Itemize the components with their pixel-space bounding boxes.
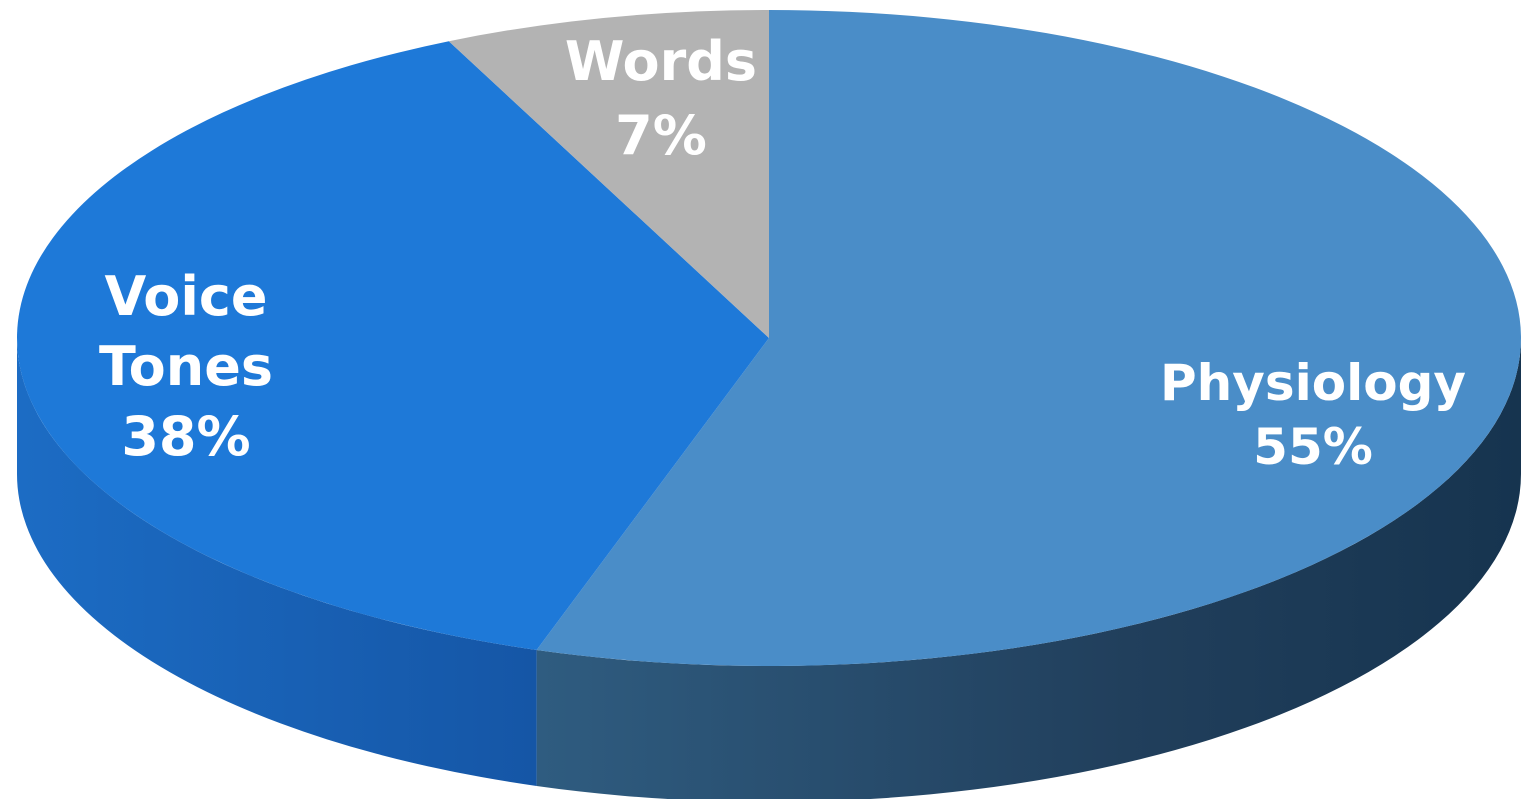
slice-label-physiology-line: Physiology — [1160, 354, 1466, 412]
slice-label-words-line: 7% — [615, 104, 707, 167]
slice-label-voice-tones-line: Tones — [99, 335, 273, 398]
slice-label-voice-tones: Voice Tones 38% — [99, 265, 273, 468]
slice-label-voice-tones-line: Voice — [104, 265, 267, 328]
slice-label-voice-tones-line: 38% — [121, 405, 250, 468]
slice-label-words-line: Words — [565, 30, 757, 93]
slice-label-physiology-line: 55% — [1253, 418, 1373, 476]
